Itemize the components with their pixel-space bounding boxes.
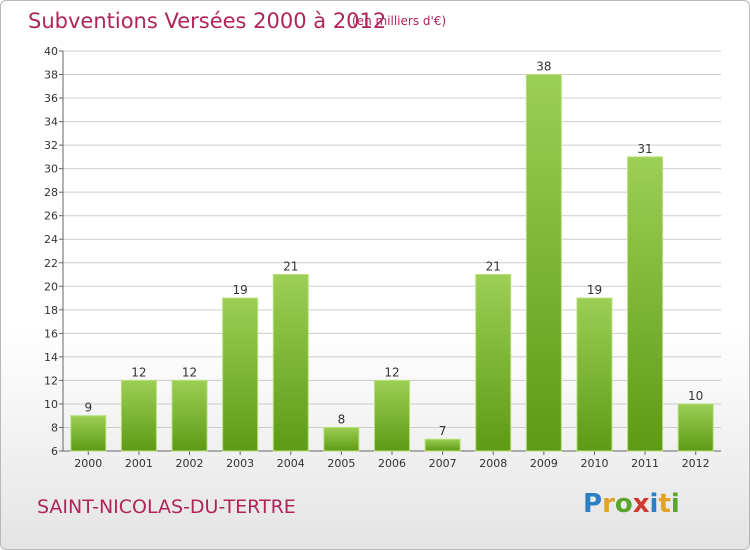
bar-value-label: 12 xyxy=(131,365,146,379)
bar xyxy=(70,415,107,452)
bar-value-label: 21 xyxy=(486,260,501,274)
y-tick-label: 10 xyxy=(44,398,58,411)
bar xyxy=(323,426,360,452)
bar-value-label: 9 xyxy=(84,401,92,415)
y-tick-label: 6 xyxy=(51,445,58,458)
bar-value-label: 7 xyxy=(439,424,447,438)
bar-value-label: 31 xyxy=(637,142,652,156)
y-tick-label: 14 xyxy=(44,351,58,364)
x-tick-label: 2012 xyxy=(682,457,710,470)
proxiti-logo: Proxiti xyxy=(583,489,680,519)
bar xyxy=(677,403,714,452)
labels: 6 8 10 12 14 16 18 20 22 24 26 28 30 32 34 36 38 40 9 2000 1… xyxy=(44,45,710,470)
x-tick-label: 2003 xyxy=(226,457,254,470)
bar-value-label: 38 xyxy=(536,60,551,74)
bar xyxy=(627,156,664,452)
x-tick-label: 2001 xyxy=(125,457,153,470)
x-tick-label: 2002 xyxy=(176,457,204,470)
y-tick-label: 22 xyxy=(44,257,58,270)
bar xyxy=(272,274,309,452)
bar xyxy=(222,297,259,452)
bar xyxy=(475,274,512,452)
commune-name: SAINT-NICOLAS-DU-TERTRE xyxy=(37,496,296,518)
y-tick-label: 18 xyxy=(44,304,58,317)
x-tick-label: 2011 xyxy=(631,457,659,470)
bar-value-label: 12 xyxy=(384,365,399,379)
x-tick-label: 2007 xyxy=(429,457,457,470)
chart-title: Subventions Versées 2000 à 2012 xyxy=(28,9,387,33)
bar xyxy=(374,379,410,452)
chart-unit-label: (en milliers d'€) xyxy=(352,14,447,28)
x-tick-label: 2009 xyxy=(530,457,558,470)
y-tick-label: 8 xyxy=(51,421,58,434)
bar-value-label: 8 xyxy=(338,412,346,426)
x-tick-label: 2008 xyxy=(479,457,507,470)
y-tick-label: 28 xyxy=(44,186,58,199)
bar-value-label: 21 xyxy=(283,260,298,274)
x-tick-label: 2006 xyxy=(378,457,406,470)
y-tick-label: 26 xyxy=(44,210,58,223)
y-tick-label: 12 xyxy=(44,374,58,387)
bars xyxy=(70,74,714,452)
x-tick-label: 2010 xyxy=(580,457,608,470)
y-tick-label: 34 xyxy=(44,116,58,129)
y-tick-label: 20 xyxy=(44,280,58,293)
y-tick-label: 16 xyxy=(44,327,58,340)
bar xyxy=(120,379,157,452)
y-tick-label: 30 xyxy=(44,163,58,176)
bar-value-label: 12 xyxy=(182,365,197,379)
bar xyxy=(424,438,461,452)
bar-value-label: 10 xyxy=(688,389,703,403)
bar-value-label: 19 xyxy=(587,283,602,297)
bar-value-label: 19 xyxy=(233,283,248,297)
bar xyxy=(576,297,613,452)
y-tick-label: 24 xyxy=(44,233,58,246)
bar xyxy=(525,74,562,452)
x-tick-label: 2004 xyxy=(277,457,305,470)
y-tick-label: 40 xyxy=(44,45,58,58)
y-tick-label: 38 xyxy=(44,69,58,82)
y-tick-label: 36 xyxy=(44,92,58,105)
x-tick-label: 2000 xyxy=(74,457,102,470)
y-tick-label: 32 xyxy=(44,139,58,152)
bar xyxy=(171,379,208,452)
x-tick-label: 2005 xyxy=(327,457,355,470)
